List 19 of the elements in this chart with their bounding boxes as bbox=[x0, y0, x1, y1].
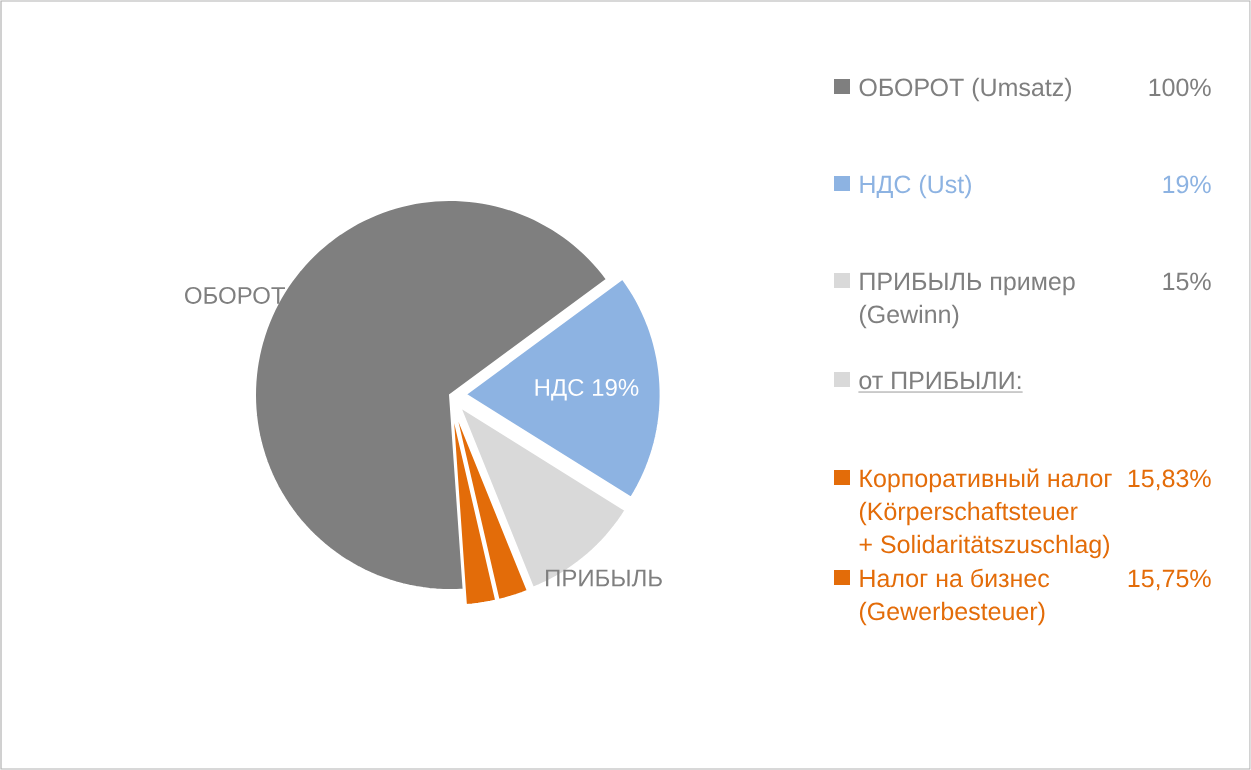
slice-label: НДС bbox=[535, 378, 584, 401]
slice-label: ОБОРОТ bbox=[185, 286, 285, 304]
text: ОБОРОТ (Umsatz) bbox=[859, 77, 1072, 102]
text: 19% bbox=[1163, 175, 1211, 194]
text: 100% bbox=[1149, 78, 1211, 97]
text: ПРИБЫЛЬ пример bbox=[860, 272, 1075, 296]
text: 15,75% bbox=[1128, 569, 1211, 591]
text: от ПРИБЫЛИ: bbox=[859, 371, 1021, 390]
text: 15% bbox=[1163, 272, 1211, 291]
slice-label: ПРИБЫЛЬ bbox=[546, 569, 662, 587]
text: Корпоративный налог bbox=[860, 468, 1112, 493]
data-label: 19% bbox=[593, 378, 639, 396]
text: (Gewerbesteuer) bbox=[859, 601, 1045, 626]
text: Налог на бизнес bbox=[860, 568, 1050, 588]
text: НДС (Ust) bbox=[860, 174, 971, 199]
text: (Gewinn) bbox=[859, 304, 959, 329]
text: (Körperschaftsteuer bbox=[859, 501, 1078, 526]
text: 15,83% bbox=[1128, 469, 1211, 491]
text: + Solidaritätszuschlag) bbox=[859, 534, 1110, 559]
